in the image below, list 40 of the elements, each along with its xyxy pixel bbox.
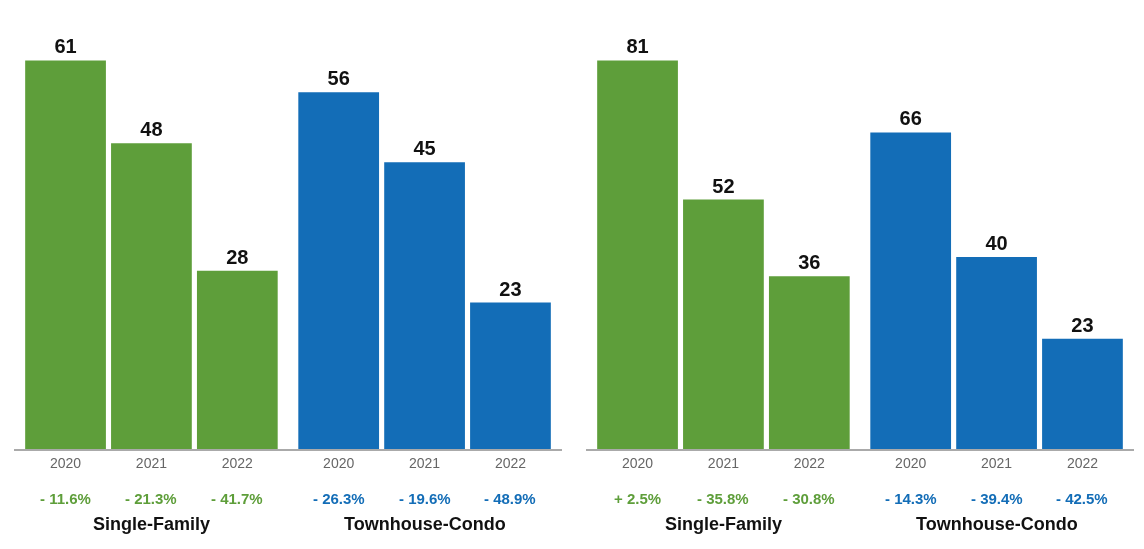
x-tick-label: 2022 — [221, 454, 254, 471]
text: - 35.8% — [697, 490, 749, 507]
data-label: 36 — [798, 251, 821, 274]
data-label: 81 — [626, 35, 649, 58]
x-tick-label: 2021 — [980, 454, 1013, 471]
text: - 21.3% — [125, 490, 177, 507]
x-tick-label: 2021 — [135, 454, 168, 471]
data-label: 23 — [499, 277, 522, 300]
data-label: 40 — [985, 232, 1008, 255]
data-label: 52 — [712, 174, 735, 197]
text: - 42.5% — [1056, 490, 1108, 507]
x-tick-label: 2021 — [408, 454, 441, 471]
data-label: 45 — [413, 137, 436, 160]
data-label: 48 — [140, 118, 163, 141]
text: - 48.9% — [484, 490, 536, 507]
text: - 14.3% — [885, 490, 937, 507]
x-tick-label: 2020 — [49, 454, 82, 471]
data-label: 28 — [226, 245, 249, 268]
x-tick-label: 2022 — [793, 454, 826, 471]
text: Townhouse-Condo — [916, 514, 1078, 534]
text: - 41.7% — [211, 490, 263, 507]
text: Single-Family — [93, 514, 211, 534]
text: - 19.6% — [399, 490, 451, 507]
x-tick-label: 2021 — [707, 454, 740, 471]
x-tick-label: 2022 — [1066, 454, 1099, 471]
text: - 26.3% — [313, 490, 365, 507]
data-label: 23 — [1071, 313, 1094, 336]
x-tick-label: 2020 — [621, 454, 654, 471]
data-label: 61 — [54, 35, 77, 58]
text: Single-Family — [665, 514, 783, 534]
text: + 2.5% — [614, 490, 662, 507]
text: - 30.8% — [783, 490, 835, 507]
text: - 39.4% — [971, 490, 1023, 507]
x-tick-label: 2022 — [494, 454, 527, 471]
x-tick-label: 2020 — [323, 454, 355, 471]
data-label: 56 — [327, 67, 350, 90]
text: - 11.6% — [40, 490, 91, 507]
data-label: 66 — [899, 107, 922, 130]
x-tick-label: 2020 — [895, 454, 927, 471]
text: Townhouse-Condo — [344, 514, 506, 534]
